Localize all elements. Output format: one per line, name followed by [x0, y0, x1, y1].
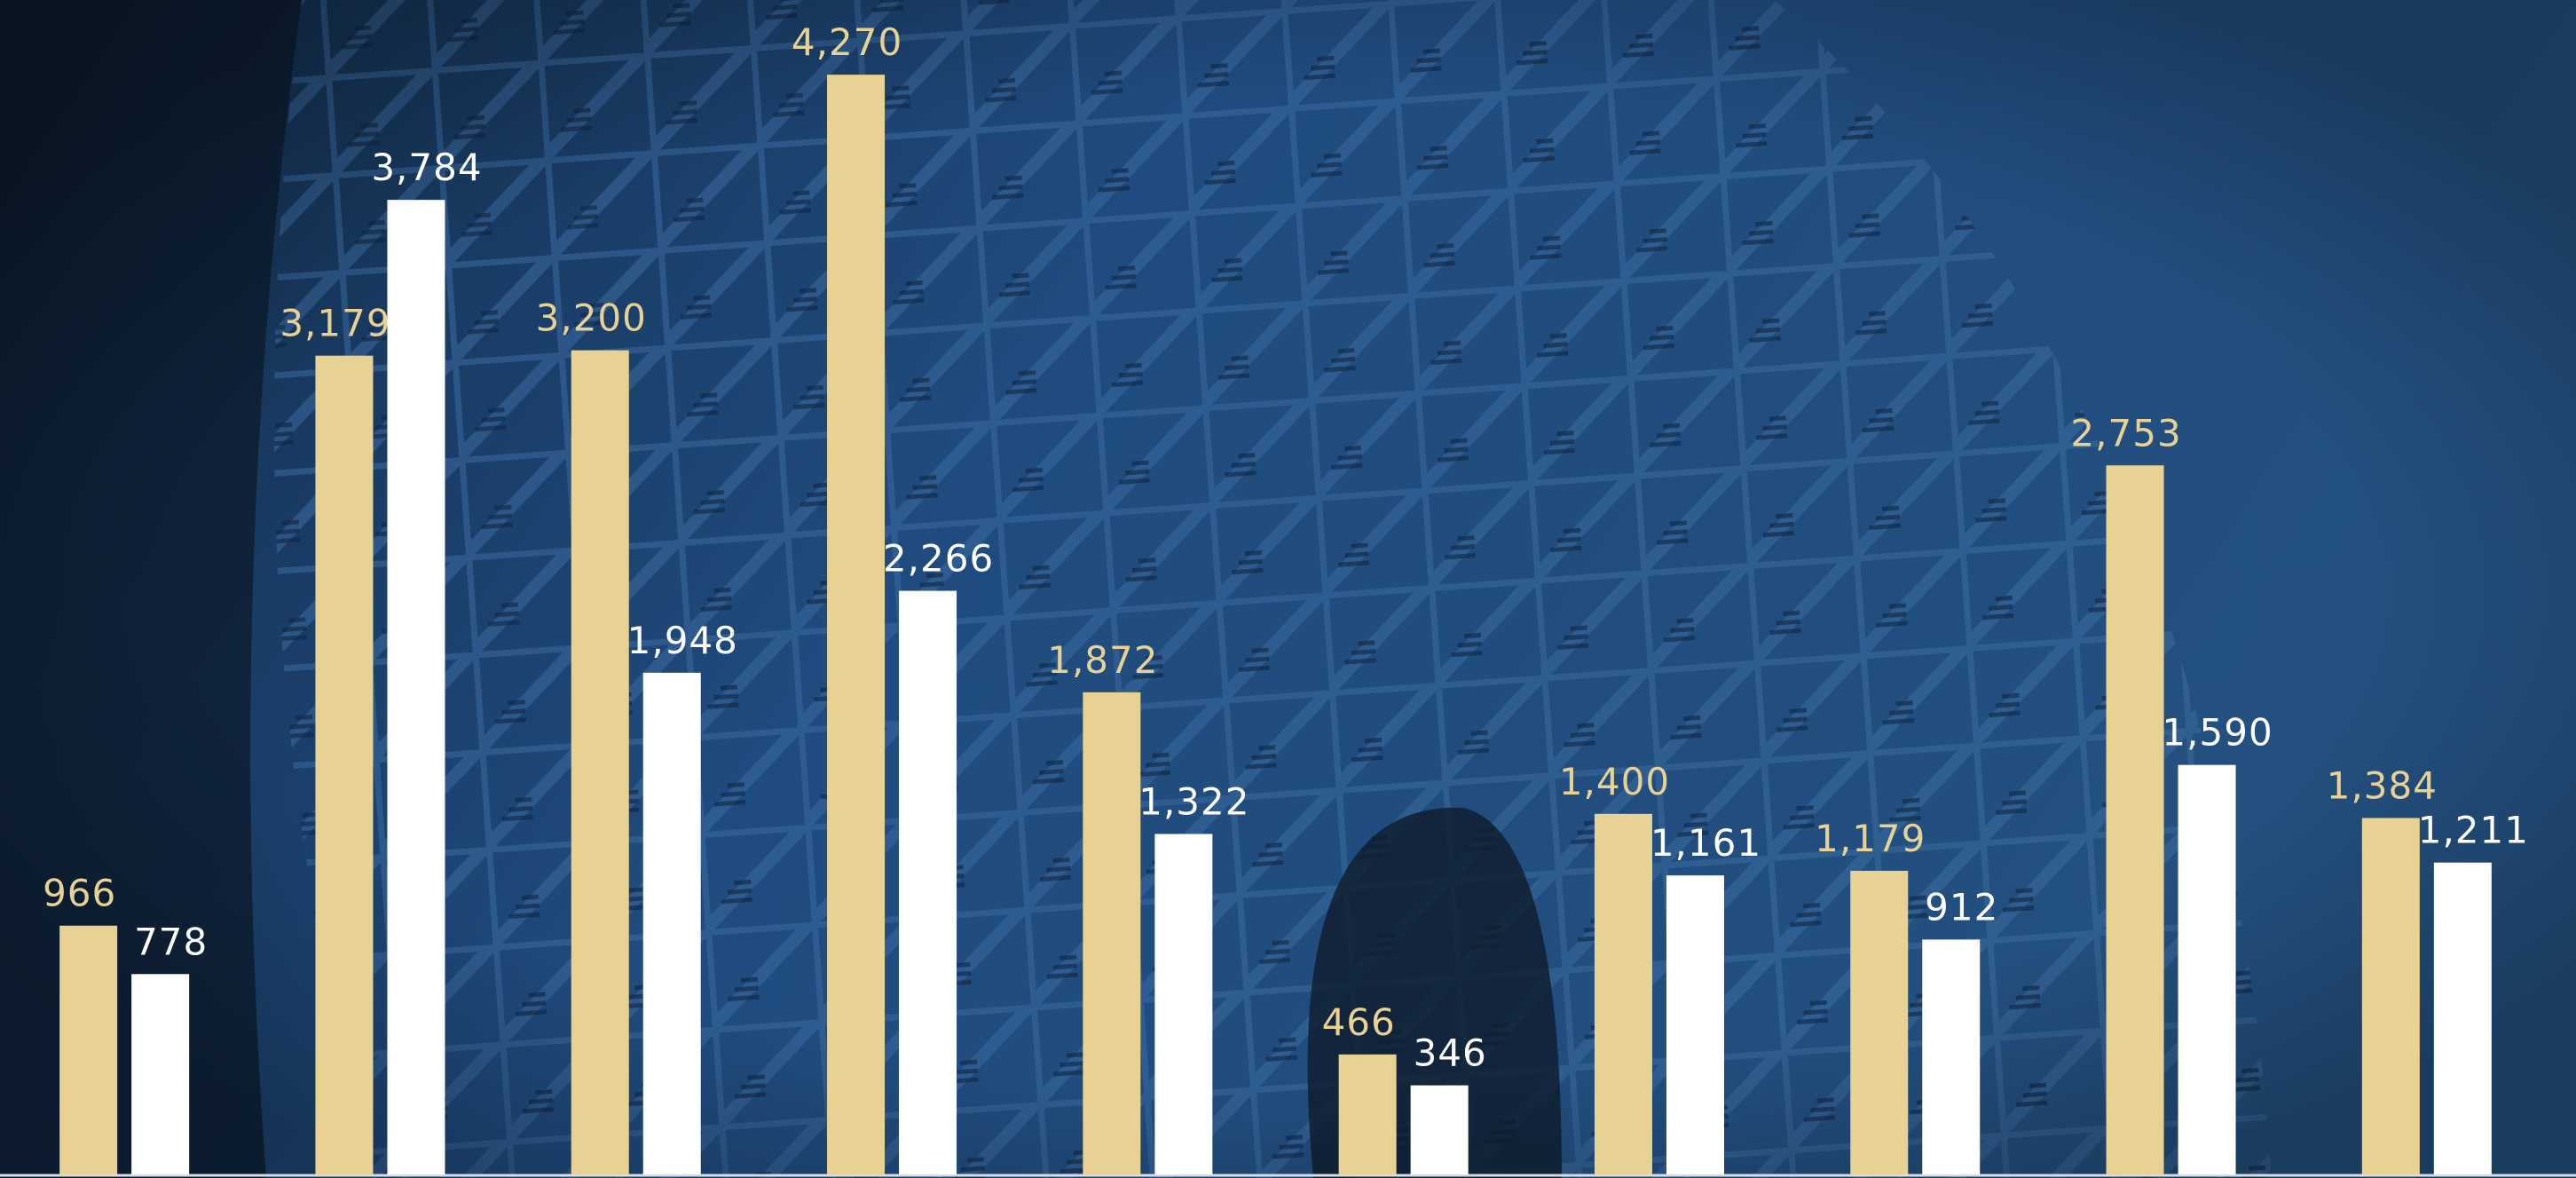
bar: [387, 200, 445, 1175]
bar: [1154, 834, 1213, 1174]
bar: [1410, 1085, 1469, 1174]
value-label: 1,400: [1559, 760, 1670, 803]
value-label: 1,590: [2162, 711, 2273, 755]
value-label: 466: [1322, 1000, 1396, 1044]
value-label: 2,266: [883, 537, 994, 581]
value-label: 3,784: [371, 146, 482, 189]
value-label: 2,753: [2070, 411, 2181, 455]
value-label: 966: [43, 872, 116, 915]
value-label: 346: [1414, 1032, 1487, 1075]
bar: [1338, 1054, 1397, 1174]
value-label: 1,211: [2418, 809, 2529, 852]
bar: [1594, 813, 1652, 1174]
value-label: 912: [1925, 885, 1998, 929]
bar: [59, 925, 118, 1174]
bar: [1922, 939, 1981, 1174]
bar: [2361, 818, 2420, 1174]
value-label: 1,384: [2327, 763, 2438, 807]
value-label: 1,179: [1815, 817, 1926, 860]
value-label: 4,270: [792, 20, 902, 64]
bar: [131, 974, 190, 1174]
value-label: 1,872: [1047, 638, 1158, 682]
bar: [315, 355, 374, 1174]
bar: [2106, 465, 2164, 1174]
bar: [1083, 692, 1141, 1174]
value-label: 3,179: [280, 302, 390, 345]
bar: [642, 672, 701, 1174]
bar: [571, 350, 629, 1174]
value-label: 1,948: [627, 619, 738, 662]
bar: [827, 75, 886, 1174]
value-label: 1,161: [1650, 821, 1761, 865]
bar: [1666, 875, 1724, 1174]
value-label: 3,200: [536, 296, 647, 340]
value-label: 778: [134, 920, 208, 963]
bar: [1850, 870, 1909, 1174]
value-label: 1,322: [1138, 779, 1249, 823]
bar: [2178, 764, 2236, 1174]
bar: [2433, 862, 2492, 1174]
bar: [899, 590, 957, 1174]
